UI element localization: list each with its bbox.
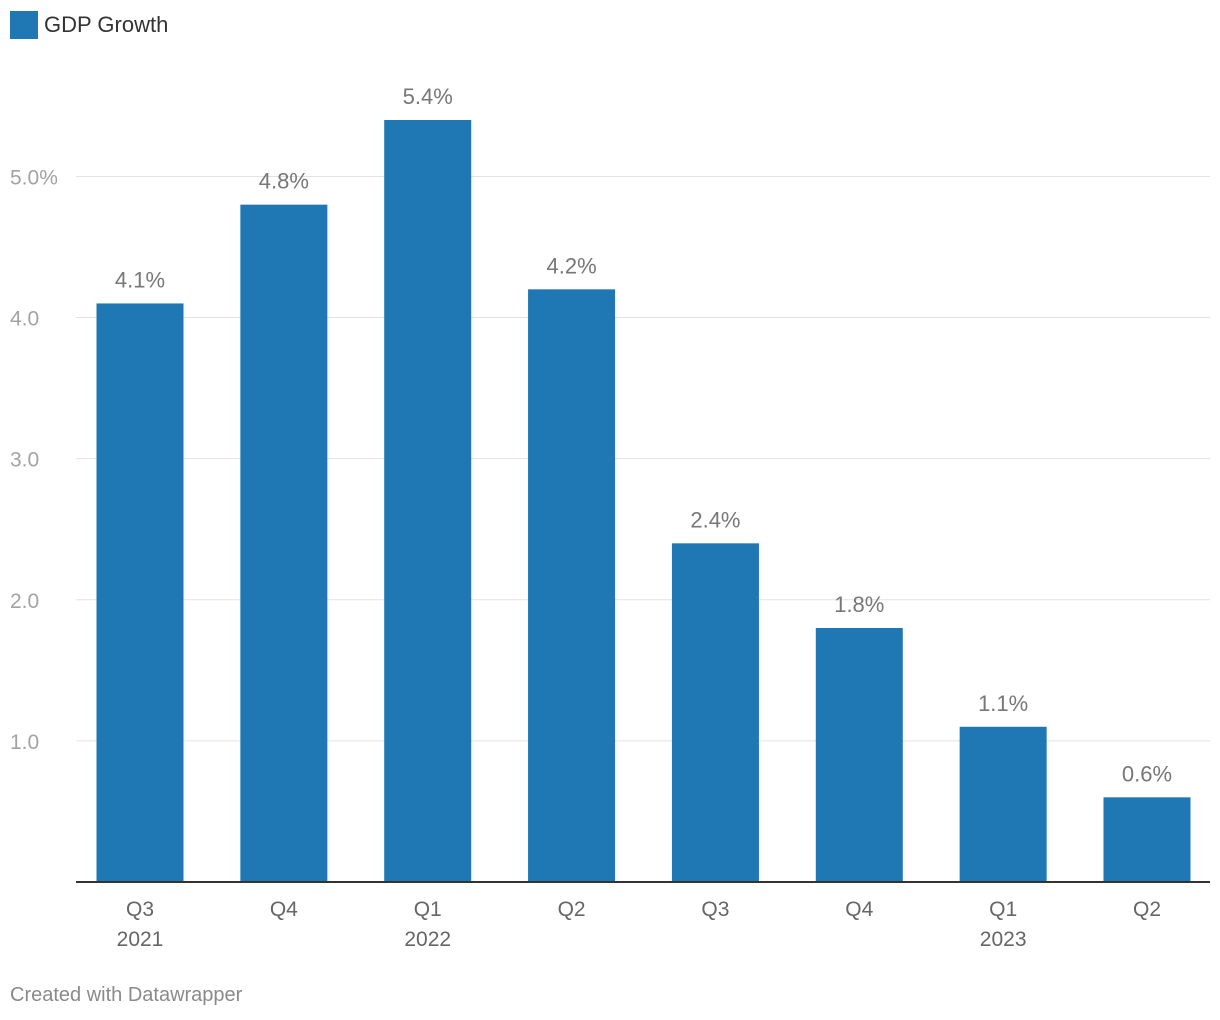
x-tick-label: Q2 xyxy=(1133,898,1161,921)
data-label: 5.4% xyxy=(403,84,453,109)
data-label: 0.6% xyxy=(1122,761,1172,786)
y-tick-label: 4.0 xyxy=(10,308,39,331)
bar xyxy=(959,726,1047,882)
credit-text: Created with Datawrapper xyxy=(10,984,243,1006)
bar xyxy=(1103,797,1191,882)
data-label: 4.8% xyxy=(259,169,309,194)
x-tick-label: Q3 xyxy=(701,898,729,921)
x-tick-label: Q1 xyxy=(989,898,1017,921)
data-label: 1.1% xyxy=(978,691,1028,716)
x-tick-year-label: 2021 xyxy=(117,928,164,951)
x-tick-label: Q1 xyxy=(414,898,442,921)
x-tick-year-label: 2022 xyxy=(404,928,451,951)
bar xyxy=(384,120,472,882)
y-tick-label: 3.0 xyxy=(10,449,39,472)
legend-label: GDP Growth xyxy=(44,12,169,37)
data-labels: 4.1% 4.8% 5.4% 4.2% 2.4% 1.8% 1.1% 0.6% xyxy=(115,84,1172,786)
data-label: 2.4% xyxy=(690,507,740,532)
y-tick-label: 1.0 xyxy=(10,731,39,754)
legend: GDP Growth xyxy=(10,10,168,40)
data-label: 1.8% xyxy=(834,592,884,617)
bar xyxy=(528,289,616,882)
bar xyxy=(96,303,184,882)
bar xyxy=(240,204,328,882)
x-tick-label: Q2 xyxy=(558,898,586,921)
y-axis-ticks: 1.0 2.0 3.0 4.0 5.0% xyxy=(10,166,58,753)
data-label: 4.2% xyxy=(546,253,596,278)
y-tick-label: 5.0% xyxy=(10,166,58,189)
bars xyxy=(96,120,1191,882)
y-tick-label: 2.0 xyxy=(10,590,39,613)
bar xyxy=(671,543,759,882)
x-tick-year-label: 2023 xyxy=(980,928,1027,951)
bar xyxy=(815,628,903,882)
x-axis-ticks: Q3 2021 Q4 Q1 2022 Q2 Q3 Q4 Q1 2023 Q2 xyxy=(117,898,1161,951)
x-tick-label: Q3 xyxy=(126,898,154,921)
legend-swatch xyxy=(10,11,38,39)
x-tick-label: Q4 xyxy=(845,898,873,921)
data-label: 4.1% xyxy=(115,267,165,292)
x-tick-label: Q4 xyxy=(270,898,298,921)
